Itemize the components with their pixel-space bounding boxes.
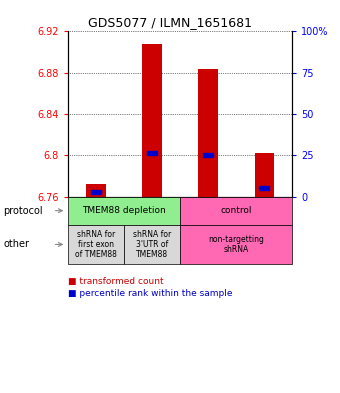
Text: control: control [221,206,252,215]
Text: TMEM88 depletion: TMEM88 depletion [82,206,166,215]
Bar [199,69,218,196]
Text: ■ transformed count: ■ transformed count [68,277,164,286]
Text: shRNA for
first exon
of TMEM88: shRNA for first exon of TMEM88 [75,230,117,259]
Bar [142,44,162,196]
Text: GDS5077 / ILMN_1651681: GDS5077 / ILMN_1651681 [88,16,252,29]
Bar [259,186,269,190]
Text: shRNA for
3'UTR of
TMEM88: shRNA for 3'UTR of TMEM88 [133,230,171,259]
Text: other: other [3,239,29,250]
Bar [203,153,213,157]
Text: non-targetting
shRNA: non-targetting shRNA [208,235,264,254]
Bar [255,153,274,196]
Bar [147,151,157,155]
Text: ■ percentile rank within the sample: ■ percentile rank within the sample [68,289,233,298]
Text: protocol: protocol [3,206,43,216]
Bar [86,184,106,196]
Bar [91,190,101,195]
